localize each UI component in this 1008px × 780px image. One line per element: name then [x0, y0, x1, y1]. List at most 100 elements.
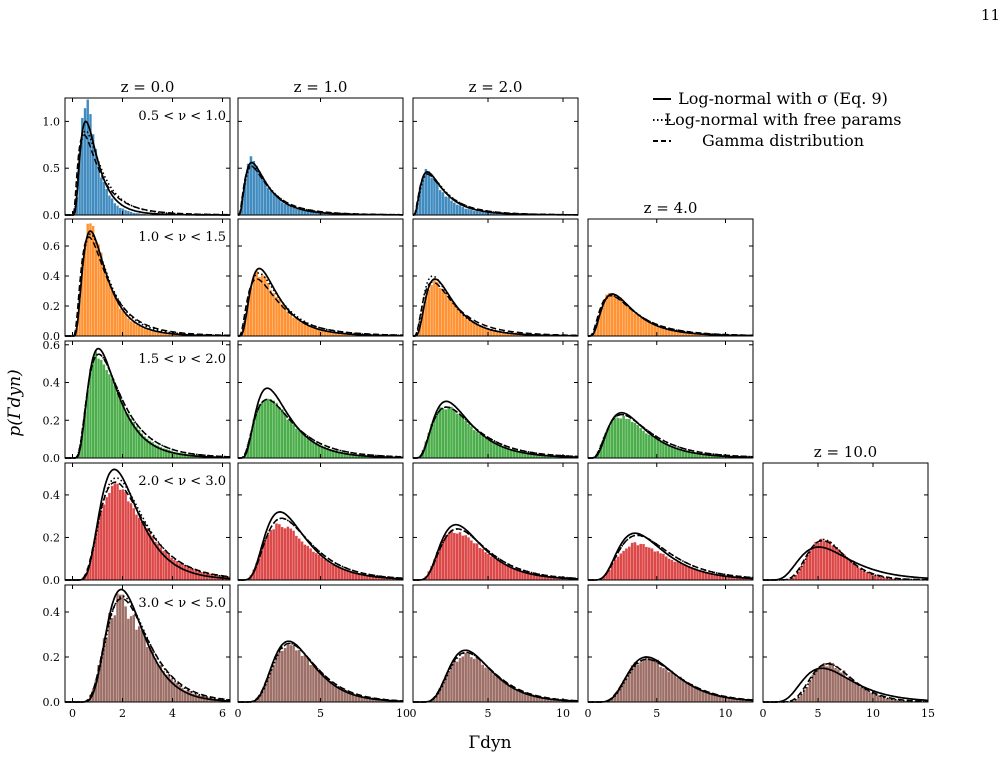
- histogram-bar: [170, 678, 173, 702]
- histogram-bar: [664, 556, 668, 580]
- histogram-bar: [619, 418, 623, 458]
- histogram-bar: [489, 213, 493, 215]
- histogram-bar: [693, 685, 696, 702]
- histogram-bar: [521, 451, 524, 458]
- histogram-bar: [489, 671, 493, 702]
- y-tick-label: 0.0: [43, 452, 61, 465]
- histogram-bar: [108, 282, 111, 336]
- histogram-bar: [421, 307, 425, 336]
- histogram-bar: [140, 327, 144, 336]
- histogram-bar: [676, 448, 679, 458]
- histogram-bar: [507, 448, 510, 458]
- histogram-bar: [127, 318, 130, 336]
- histogram-bar: [495, 330, 499, 336]
- histogram-bar: [295, 535, 298, 580]
- histogram-bar: [312, 212, 315, 215]
- histogram-bar: [693, 333, 696, 336]
- panel-frame: [762, 584, 929, 703]
- histogram-bar: [266, 678, 270, 702]
- histogram-bar: [97, 162, 100, 215]
- histogram-bar: [679, 449, 682, 458]
- histogram-bar: [543, 697, 547, 702]
- histogram-bar: [121, 402, 125, 458]
- histogram-bar: [165, 333, 168, 336]
- histogram-bar: [546, 697, 550, 702]
- curve-solid: [65, 347, 230, 459]
- histogram-bar: [684, 450, 688, 458]
- histogram-bar: [871, 692, 874, 702]
- panel: 0.0 0.2 0.4 0.6 1.0 < ν < 1.5: [43, 218, 231, 343]
- histogram-bar: [532, 453, 536, 458]
- histogram-bar: [667, 329, 671, 336]
- panel: [587, 218, 754, 337]
- histogram-bar: [334, 450, 338, 458]
- histogram-bar: [91, 548, 95, 580]
- histogram-bar: [802, 689, 806, 702]
- histogram-bar: [882, 697, 886, 702]
- panel-frame: [64, 340, 231, 459]
- histogram-bar: [78, 300, 81, 336]
- histogram-bar: [97, 520, 100, 580]
- histogram-bar: [664, 328, 668, 336]
- histogram-bar: [871, 574, 874, 580]
- histogram-bar: [146, 528, 149, 580]
- legend: Log-normal with σ (Eq. 9) Log-normal with…: [653, 89, 901, 150]
- curve-solid: [763, 546, 929, 581]
- histogram-bar: [828, 540, 832, 580]
- histogram-bar: [113, 203, 117, 215]
- histogram-bar: [538, 696, 541, 702]
- histogram-bar: [741, 699, 745, 702]
- histogram-bar: [625, 548, 628, 580]
- histogram-bar: [613, 559, 617, 580]
- histogram-bar: [132, 508, 135, 580]
- histogram-bar: [552, 699, 555, 702]
- x-tick-label: 6: [219, 707, 226, 720]
- histogram-bar: [670, 330, 674, 336]
- histogram-bar: [619, 685, 623, 702]
- histogram-bar: [135, 629, 138, 702]
- histogram-bar: [721, 695, 725, 702]
- histogram-bar: [329, 680, 332, 702]
- histogram-bar: [447, 533, 450, 580]
- histogram-bar: [670, 670, 674, 702]
- histogram-bar: [357, 573, 361, 580]
- histogram-bar: [447, 673, 450, 702]
- histogram-bar: [249, 433, 253, 458]
- histogram-bar: [83, 244, 87, 336]
- histogram-bar: [127, 211, 130, 215]
- histogram-bar: [848, 676, 851, 702]
- curve-dashed: [588, 534, 754, 581]
- histogram-bar: [438, 546, 442, 580]
- histogram-bar: [630, 421, 634, 458]
- histogram-bar: [269, 669, 273, 702]
- histogram-bar: [159, 664, 163, 702]
- histogram-bar: [444, 675, 448, 702]
- histogram-bar: [797, 571, 800, 580]
- histogram-bar: [266, 187, 270, 215]
- histogram-bar: [275, 296, 278, 336]
- histogram-bar: [699, 570, 702, 580]
- histogram-bar: [441, 289, 445, 336]
- histogram-bar: [461, 207, 465, 215]
- histogram-bar: [421, 177, 425, 215]
- histogram-bar: [97, 665, 100, 702]
- histogram-bar: [135, 426, 138, 458]
- histogram-bar: [124, 606, 127, 702]
- histogram-bar: [602, 576, 606, 580]
- row-label: 0.5 < ν < 1.0: [138, 109, 226, 124]
- histogram-bar: [280, 650, 284, 702]
- histogram-bar: [822, 541, 826, 580]
- histogram-bar: [349, 571, 352, 580]
- panel: 0 5 10: [585, 584, 754, 720]
- histogram-bar: [334, 332, 338, 336]
- histogram-bar: [613, 296, 617, 336]
- histogram-bar: [246, 444, 250, 458]
- histogram-bar: [704, 690, 708, 702]
- histogram-bar: [354, 694, 358, 702]
- histogram-bar: [140, 433, 144, 458]
- histogram-bar: [845, 557, 849, 580]
- histogram-bar: [645, 546, 648, 580]
- histogram-bar: [326, 331, 329, 336]
- y-tick-label: 0.4: [43, 489, 61, 502]
- histogram-bar: [735, 698, 739, 702]
